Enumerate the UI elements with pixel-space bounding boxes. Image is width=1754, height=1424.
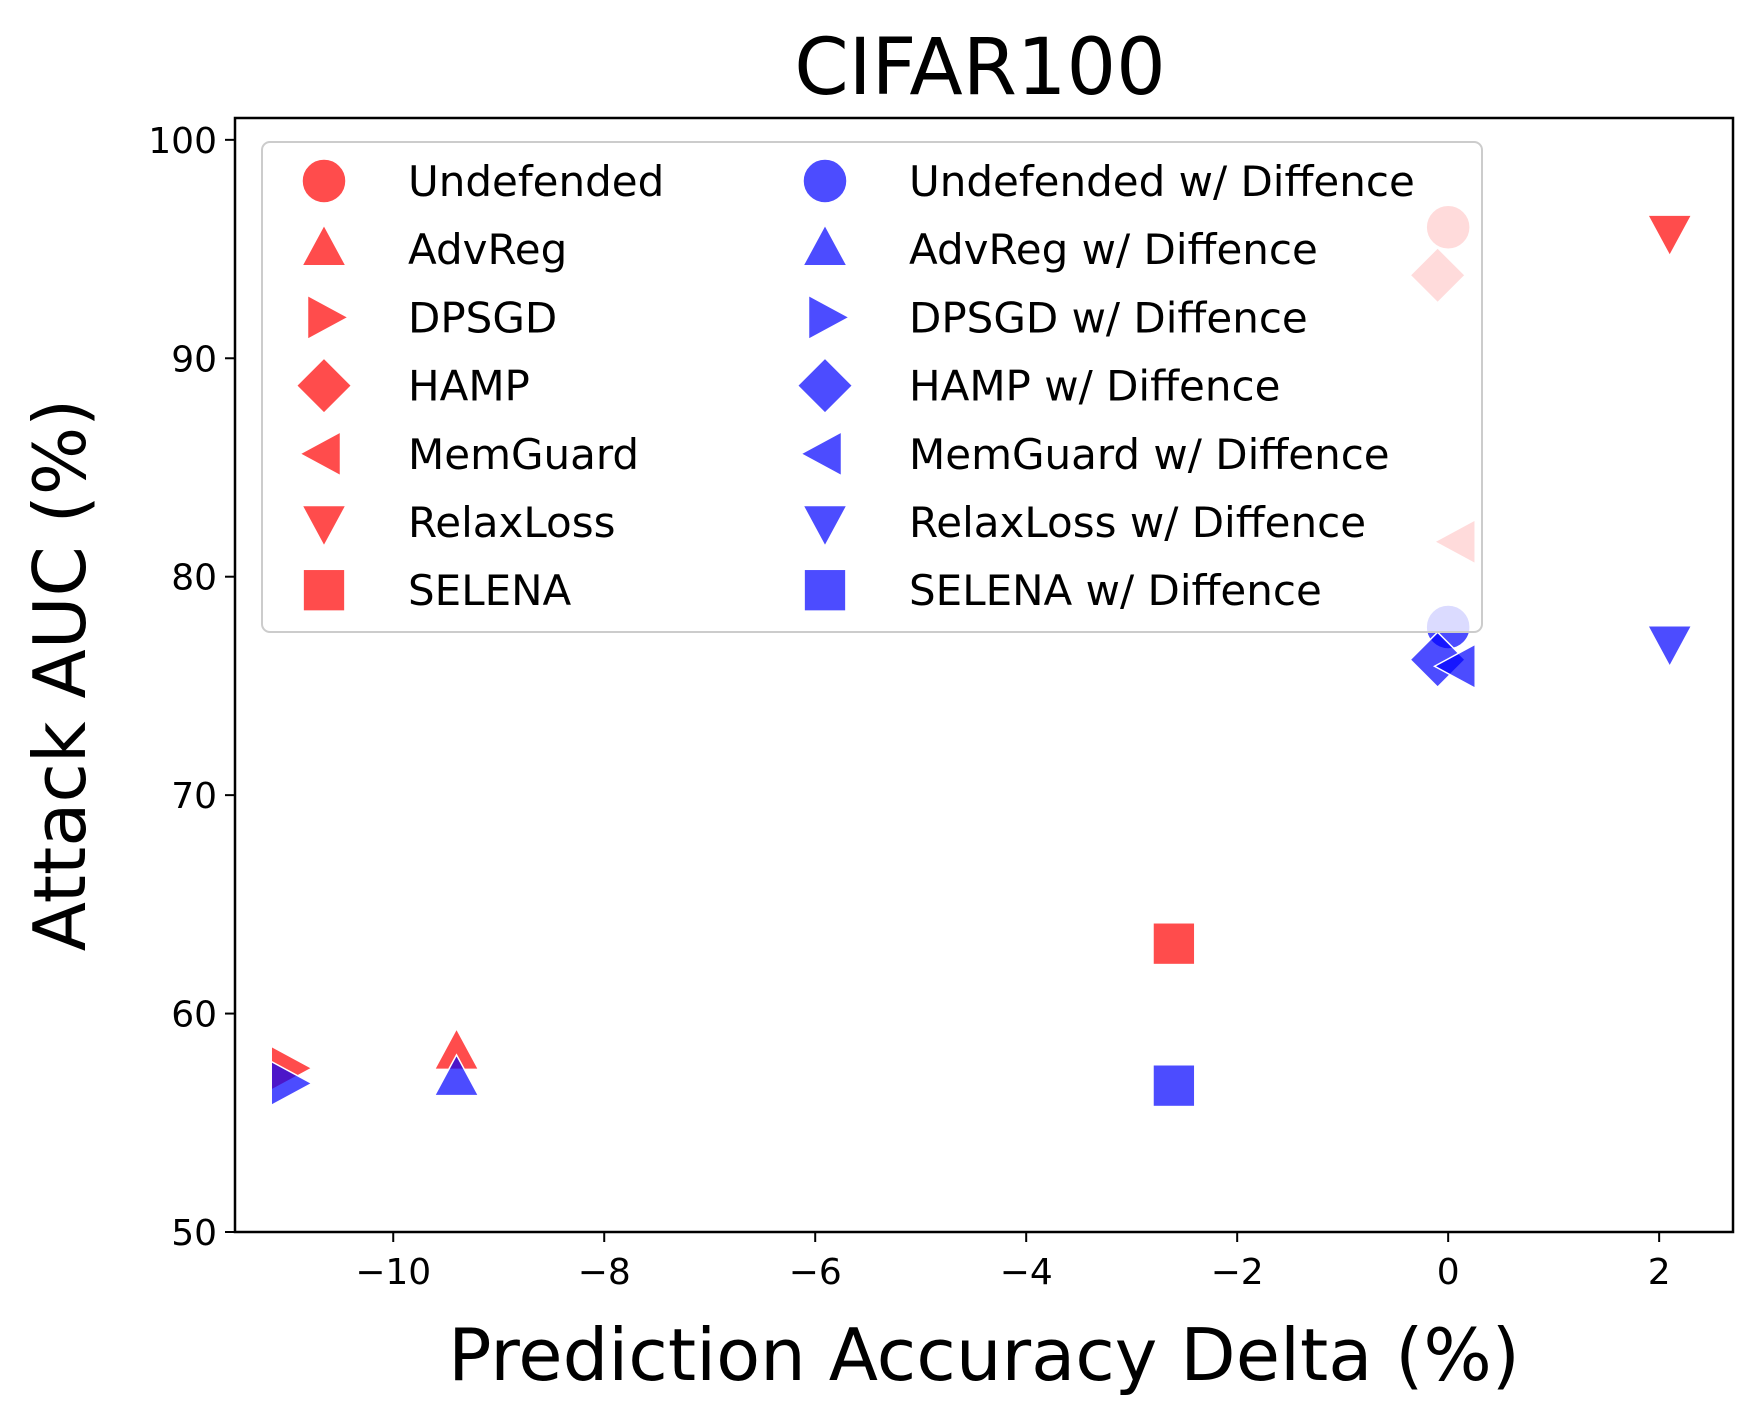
x-tick-label: −8 (578, 1252, 631, 1293)
point-advreg-w-diffence (433, 1053, 480, 1097)
x-tick-label: −4 (1000, 1252, 1053, 1293)
legend-marker-undefended-w-diffence (802, 158, 848, 204)
legend-marker-memguard-w-diffence (799, 430, 843, 478)
legend-label-undefended-w-diffence: Undefended w/ Diffence (909, 157, 1415, 206)
legend-label-hamp-w-diffence: HAMP w/ Diffence (909, 362, 1280, 411)
x-tick-label: −2 (1211, 1252, 1264, 1293)
legend-marker-hamp-w-diffence (796, 357, 854, 415)
legend-marker-advreg-w-diffence (801, 223, 849, 267)
legend-marker-dpsgd-w-diffence (807, 294, 851, 341)
legend-marker-undefended (301, 158, 347, 204)
y-tick-label: 90 (171, 339, 217, 380)
x-tick-label: 0 (1437, 1252, 1460, 1293)
point-selena-w-diffence (1152, 1064, 1196, 1108)
y-tick-label: 80 (171, 558, 217, 599)
legend-label-relaxloss: RelaxLoss (408, 498, 616, 547)
x-tick-label: −10 (355, 1252, 431, 1293)
legend-label-advreg: AdvReg (408, 225, 567, 274)
legend-marker-selena-w-diffence (803, 568, 847, 612)
legend-label-selena-w-diffence: SELENA w/ Diffence (909, 566, 1322, 615)
y-tick-label: 60 (171, 995, 217, 1036)
plot-frame (233, 116, 1735, 1234)
legend: Undefended AdvReg DPSGD HAMP MemGuard RelaxLo… (261, 141, 1483, 633)
y-tick-label: 100 (148, 121, 217, 162)
legend-marker-memguard (298, 430, 342, 478)
legend-marker-relaxloss (300, 504, 348, 548)
legend-label-advreg-w-diffence: AdvReg w/ Diffence (909, 225, 1318, 274)
point-dpsgd-w-diffence (270, 1060, 314, 1107)
x-tick-label: 2 (1648, 1252, 1671, 1293)
legend-box (261, 141, 1483, 633)
legend-label-selena: SELENA (408, 566, 572, 615)
legend-label-dpsgd-w-diffence: DPSGD w/ Diffence (909, 293, 1308, 342)
legend-label-memguard: MemGuard (408, 430, 639, 479)
legend-marker-selena (302, 568, 346, 612)
x-axis-label: Prediction Accuracy Delta (%) (448, 1313, 1520, 1397)
legend-label-memguard-w-diffence: MemGuard w/ Diffence (909, 430, 1390, 479)
legend-marker-advreg (300, 223, 348, 267)
y-axis-label: Attack AUC (%) (18, 399, 102, 951)
point-selena (1152, 922, 1196, 966)
y-tick-label: 70 (171, 776, 217, 817)
legend-marker-dpsgd (306, 294, 350, 341)
legend-label-dpsgd: DPSGD (408, 293, 557, 342)
legend-marker-relaxloss-w-diffence (801, 504, 849, 548)
y-axis-ticks: 50 60 70 80 90 100 (148, 121, 235, 1254)
x-tick-label: −6 (789, 1252, 842, 1293)
point-relaxloss-w-diffence (1646, 624, 1693, 669)
legend-label-hamp: HAMP (408, 362, 530, 411)
chart-title: CIFAR100 (794, 23, 1166, 113)
y-tick-label: 50 (171, 1213, 217, 1254)
legend-label-relaxloss-w-diffence: RelaxLoss w/ Diffence (909, 498, 1366, 547)
point-memguard-w-diffence (1432, 643, 1476, 690)
point-relaxloss (1646, 214, 1693, 258)
legend-label-undefended: Undefended (408, 157, 664, 206)
legend-marker-hamp (295, 357, 353, 415)
x-axis-ticks: −10 −8 −6 −4 −2 0 2 (355, 1232, 1671, 1293)
